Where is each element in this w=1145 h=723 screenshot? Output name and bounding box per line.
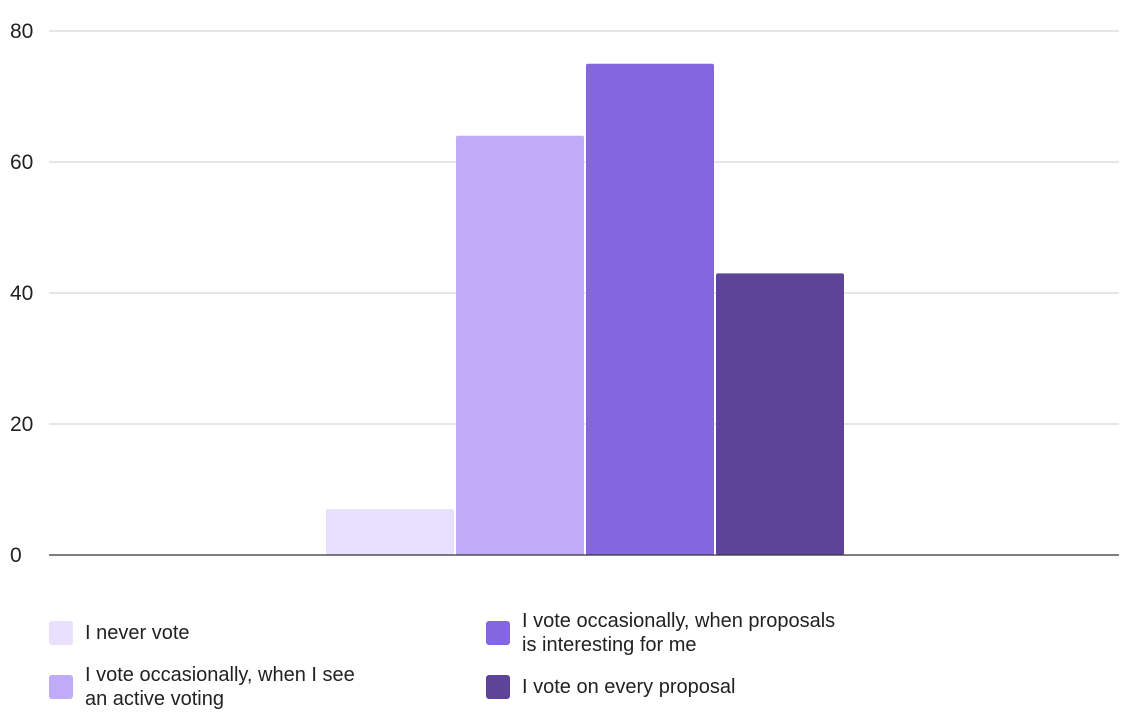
legend-item-never-vote: I never vote [49,621,190,645]
legend-label: I vote occasionally, when I see an activ… [85,664,355,710]
y-tick-label: 60 [10,151,33,174]
legend-item-occasionally-active: I vote occasionally, when I see an activ… [49,663,355,711]
bar-series-2 [456,135,584,556]
y-tick-label: 20 [10,413,33,436]
legend-label: I never vote [85,622,190,644]
bar-series-4 [716,273,844,555]
y-tick-label: 80 [10,20,33,43]
y-tick-label: 40 [10,282,33,305]
legend-swatch [49,675,73,699]
legend-swatch [486,675,510,699]
legend-label: I vote occasionally, when proposals is i… [522,610,836,656]
bar-series-3 [586,63,714,555]
legend-item-occasionally-interesting: I vote occasionally, when proposals is i… [486,609,835,657]
legend-swatch [486,621,510,645]
y-axis-ticks: 0 20 40 60 80 [10,20,33,567]
bars [326,63,844,556]
bar-series-1 [326,509,454,555]
y-tick-label: 0 [10,544,22,567]
legend-item-every-proposal: I vote on every proposal [486,675,735,699]
legend-label: I vote on every proposal [522,676,736,698]
legend-swatch [49,621,73,645]
